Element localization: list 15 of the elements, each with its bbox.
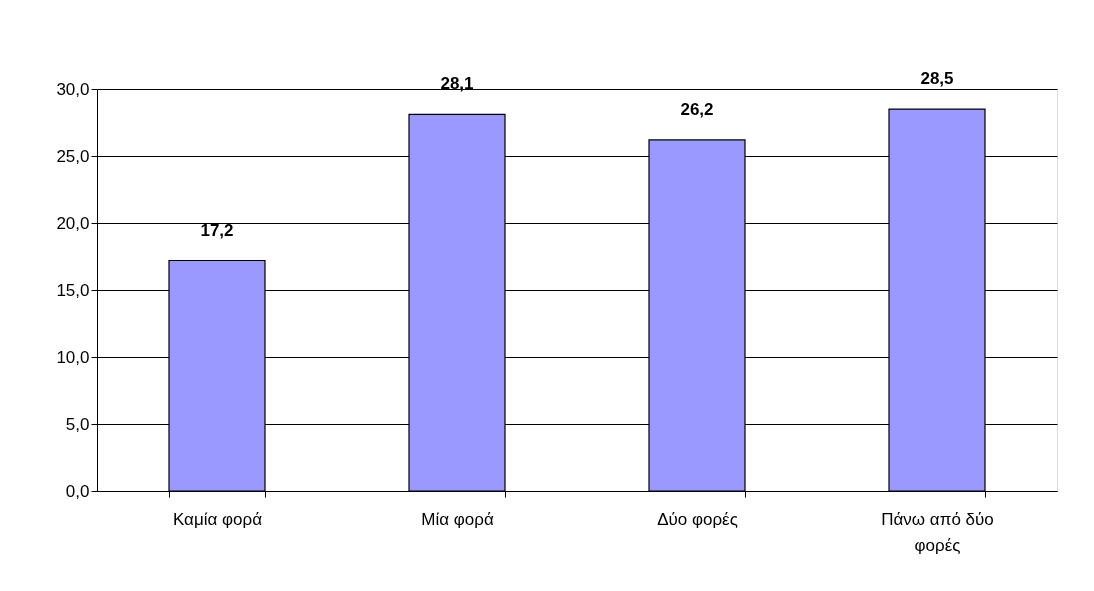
y-tick-label: 0,0 bbox=[65, 481, 90, 501]
x-tick-label: Πάνω από δύο φορές bbox=[881, 509, 994, 555]
y-tick-label: 30,0 bbox=[56, 79, 90, 99]
data-label: 17,2 bbox=[200, 220, 234, 240]
x-tick-label: Μία φορά bbox=[421, 509, 494, 529]
y-tick-label: 5,0 bbox=[65, 414, 90, 434]
y-tick-label: 20,0 bbox=[56, 213, 90, 233]
y-tick-label: 25,0 bbox=[56, 146, 90, 166]
y-tick-label: 10,0 bbox=[56, 347, 90, 367]
data-label: 28,5 bbox=[920, 69, 954, 89]
y-tick-label: 15,0 bbox=[56, 280, 90, 300]
data-label: 28,1 bbox=[440, 74, 474, 94]
data-label: 26,2 bbox=[680, 99, 714, 119]
x-tick-label: Δύο φορές bbox=[657, 509, 738, 529]
x-tick-label: Καμία φορά bbox=[172, 509, 263, 529]
